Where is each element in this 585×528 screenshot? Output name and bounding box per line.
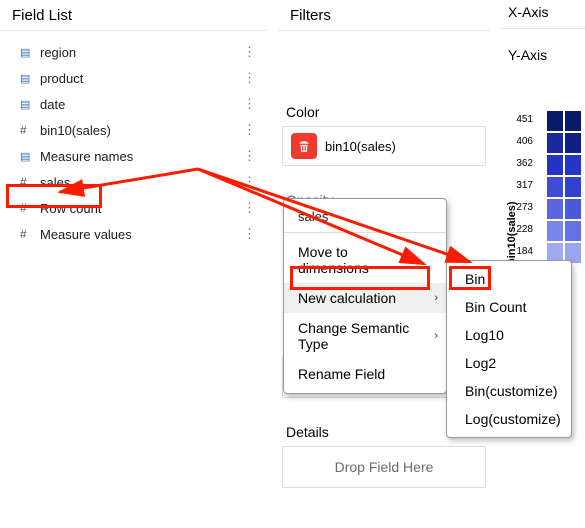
- menu-item[interactable]: Rename Field: [284, 359, 446, 389]
- kebab-icon[interactable]: ⋮: [243, 174, 256, 190]
- chevron-right-icon: ›: [434, 330, 438, 342]
- field-row[interactable]: # Measure values⋮: [0, 221, 268, 247]
- annotation-highlight: [449, 266, 491, 290]
- kebab-icon[interactable]: ⋮: [243, 200, 256, 216]
- heatmap-ytick: 228: [503, 224, 533, 235]
- heatmap-cell: [546, 198, 564, 220]
- annotation-highlight: [290, 266, 430, 290]
- field-list-title: Field List: [0, 0, 268, 31]
- kebab-icon[interactable]: ⋮: [243, 96, 256, 112]
- heatmap-cell: [546, 110, 564, 132]
- kebab-icon[interactable]: ⋮: [243, 70, 256, 86]
- field-row[interactable]: ▤ region⋮: [0, 39, 268, 65]
- context-menu-header: sales: [284, 203, 446, 233]
- dimension-icon: ▤: [20, 46, 34, 59]
- field-label: date: [40, 97, 243, 112]
- submenu-item[interactable]: Log(customize): [447, 405, 571, 433]
- field-row[interactable]: ▤ Measure names⋮: [0, 143, 268, 169]
- details-drop[interactable]: Drop Field Here: [283, 447, 485, 487]
- heatmap-ytick: 317: [503, 180, 533, 191]
- details-shelf[interactable]: Drop Field Here: [282, 446, 486, 488]
- color-shelf-title: Color: [278, 100, 490, 126]
- menu-item[interactable]: Change Semantic Type›: [284, 313, 446, 359]
- measure-icon: #: [20, 123, 34, 137]
- field-label: product: [40, 71, 243, 86]
- heatmap-ytick: 406: [503, 136, 533, 147]
- field-label: bin10(sales): [40, 123, 243, 138]
- dimension-icon: ▤: [20, 72, 34, 85]
- heatmap-cell: [564, 220, 582, 242]
- field-row[interactable]: ▤ date⋮: [0, 91, 268, 117]
- heatmap-cell: [564, 176, 582, 198]
- heatmap-ytick: 184: [503, 246, 533, 257]
- xaxis-title: X-Axis: [500, 0, 585, 29]
- field-label: Measure values: [40, 227, 243, 242]
- kebab-icon[interactable]: ⋮: [243, 226, 256, 242]
- kebab-icon[interactable]: ⋮: [243, 122, 256, 138]
- heatmap-cell: [564, 132, 582, 154]
- field-row[interactable]: ▤ product⋮: [0, 65, 268, 91]
- field-label: Measure names: [40, 149, 243, 164]
- heatmap-cell: [564, 110, 582, 132]
- heatmap-cell: [546, 220, 564, 242]
- field-row[interactable]: # bin10(sales)⋮: [0, 117, 268, 143]
- dimension-icon: ▤: [20, 98, 34, 111]
- heatmap-ytick: 451: [503, 114, 533, 125]
- yaxis-title: Y-Axis: [500, 43, 585, 71]
- field-list-panel: Field List ▤region⋮▤product⋮▤date⋮#bin10…: [0, 0, 268, 247]
- annotation-highlight: [6, 184, 102, 208]
- submenu-item[interactable]: Bin Count: [447, 293, 571, 321]
- color-chip-label: bin10(sales): [325, 139, 396, 154]
- field-label: region: [40, 45, 243, 60]
- color-shelf[interactable]: bin10(sales): [282, 126, 486, 166]
- delete-icon[interactable]: [291, 133, 317, 159]
- filters-title: Filters: [278, 0, 490, 31]
- measure-icon: #: [20, 227, 34, 241]
- dimension-icon: ▤: [20, 150, 34, 163]
- submenu-item[interactable]: Log2: [447, 349, 571, 377]
- submenu-item[interactable]: Log10: [447, 321, 571, 349]
- heatmap-cell: [546, 132, 564, 154]
- heatmap-cell: [564, 198, 582, 220]
- heatmap-cell: [546, 154, 564, 176]
- heatmap-cell: [546, 176, 564, 198]
- color-chip[interactable]: bin10(sales): [283, 127, 485, 165]
- kebab-icon[interactable]: ⋮: [243, 148, 256, 164]
- heatmap-ytick: 362: [503, 158, 533, 169]
- heatmap-cell: [564, 154, 582, 176]
- axis-panel: X-Axis Y-Axis: [500, 0, 585, 71]
- submenu-item[interactable]: Bin(customize): [447, 377, 571, 405]
- shelves-panel: Filters Color bin10(sales) Opacity Shape…: [278, 0, 490, 31]
- heatmap-ytick: 273: [503, 202, 533, 213]
- kebab-icon[interactable]: ⋮: [243, 44, 256, 60]
- context-menu[interactable]: sales Move to dimensionsNew calculation›…: [283, 198, 447, 394]
- chevron-right-icon: ›: [434, 292, 438, 304]
- heatmap-preview: bin10(sales) 451406362317273228184: [498, 110, 585, 280]
